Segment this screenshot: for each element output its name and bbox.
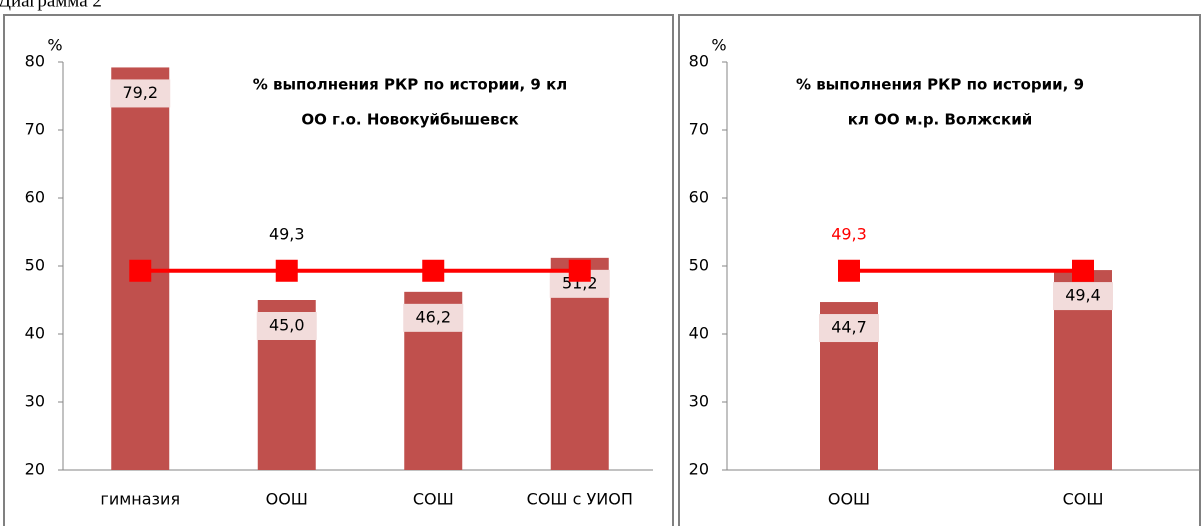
data-label: 45,0 — [269, 316, 305, 335]
x-tick-label: СОШ с УИОП — [527, 490, 633, 509]
chart-frame — [678, 14, 1201, 526]
x-tick-label: СОШ — [1063, 490, 1104, 509]
y-tick-label: 40 — [25, 324, 45, 343]
line-marker — [422, 259, 445, 282]
chart-title: % выполнения РКР по истории, 9 — [796, 76, 1084, 94]
data-label: 49,3 — [269, 224, 305, 243]
y-axis-label: % — [47, 36, 62, 55]
data-label: 44,7 — [831, 318, 867, 337]
x-tick-label: ООШ — [828, 490, 870, 509]
chart-title: % выполнения РКР по истории, 9 кл — [253, 76, 568, 94]
line-marker — [568, 259, 591, 282]
y-tick-label: 20 — [689, 460, 709, 479]
data-label: 46,2 — [415, 307, 451, 326]
y-tick-label: 80 — [25, 52, 45, 71]
y-tick-label: 30 — [689, 392, 709, 411]
y-tick-label: 70 — [25, 120, 45, 139]
chart-title: кл ОО м.р. Волжский — [848, 111, 1032, 129]
data-label: 79,2 — [122, 83, 158, 102]
chart-frame — [3, 14, 674, 526]
data-label-box — [256, 312, 317, 340]
data-label: 49,3 — [831, 224, 867, 243]
y-tick-label: 50 — [689, 256, 709, 275]
y-tick-label: 50 — [25, 256, 45, 275]
line-marker — [275, 259, 298, 282]
y-tick-label: 70 — [689, 120, 709, 139]
y-tick-label: 30 — [25, 392, 45, 411]
y-tick-label: 80 — [689, 52, 709, 71]
y-axis-label: % — [711, 36, 726, 55]
x-tick-label: СОШ — [413, 490, 454, 509]
x-tick-label: гимназия — [100, 490, 180, 509]
line-marker — [129, 259, 152, 282]
data-label-box — [403, 303, 464, 332]
x-tick-label: ООШ — [266, 490, 308, 509]
chart-title: ОО г.о. Новокуйбышевск — [301, 111, 518, 129]
line-marker — [838, 259, 860, 282]
line-marker — [1072, 259, 1094, 282]
data-label-box — [819, 314, 879, 343]
y-tick-label: 40 — [689, 324, 709, 343]
caption: Диаграмма 2 — [0, 0, 102, 11]
y-tick-label: 60 — [25, 188, 45, 207]
y-tick-label: 20 — [25, 460, 45, 479]
y-tick-label: 60 — [689, 188, 709, 207]
data-label-box — [110, 79, 171, 108]
data-label: 49,4 — [1065, 286, 1101, 305]
data-label-box — [1053, 282, 1113, 311]
